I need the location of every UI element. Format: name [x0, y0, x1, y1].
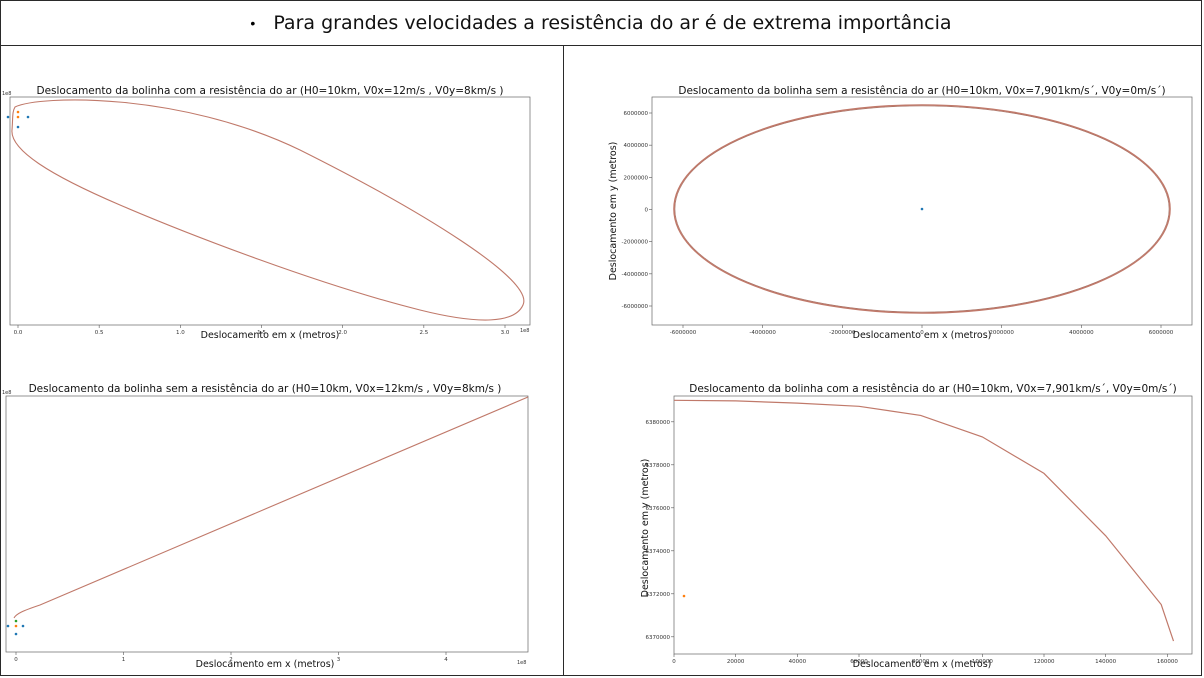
chart-4-marker — [682, 594, 686, 598]
chart-2-title: Deslocamento da bolinha sem a resistênci… — [678, 85, 1165, 97]
panel-divider — [563, 46, 564, 676]
chart-3-marker — [14, 632, 18, 636]
chart-2-xtick-label: 6000000 — [1149, 330, 1174, 336]
chart-4-xtick-label: 20000 — [727, 659, 745, 665]
chart-1-marker — [16, 110, 20, 114]
chart-3-marker — [14, 624, 18, 628]
chart-1-marker — [16, 115, 20, 119]
chart-4-frame — [673, 395, 1193, 655]
chart-3-marker — [6, 624, 10, 628]
chart-3: Deslocamento da bolinha sem a resistênci… — [2, 383, 529, 670]
chart-3-xtick-label: 3 — [337, 657, 341, 663]
chart-4-ytick-label: 6370000 — [646, 635, 671, 641]
chart-1-y-offset: 1e8 — [2, 91, 11, 97]
chart-4-xtick-label: 140000 — [1095, 659, 1116, 665]
chart-2-ytick-label: 6000000 — [624, 111, 649, 117]
chart-3-trajectory — [13, 396, 529, 619]
chart-1-xtick-label: 1.5 — [257, 330, 266, 336]
chart-4-xtick-label: 60000 — [850, 659, 868, 665]
chart-1-title: Deslocamento da bolinha com a resistênci… — [37, 85, 504, 97]
chart-4-xtick-label: 160000 — [1157, 659, 1178, 665]
chart-1-xtick-label: 0.0 — [14, 330, 23, 336]
chart-1-xtick-label: 2.0 — [338, 330, 347, 336]
chart-3-xtick-label: 0 — [14, 657, 18, 663]
chart-3-xlabel: Deslocamento em x (metros) — [196, 659, 335, 670]
chart-4-ytick-label: 6372000 — [646, 592, 671, 598]
chart-1-xtick-label: 1.0 — [176, 330, 185, 336]
chart-2-xtick-label: 0 — [920, 330, 924, 336]
chart-1-marker — [26, 115, 30, 119]
chart-1-trajectory — [11, 99, 525, 321]
chart-2-marker — [920, 207, 924, 211]
slide-title: Para grandes velocidades a resistência d… — [273, 11, 952, 34]
chart-3-xtick-label: 2 — [229, 657, 233, 663]
chart-2-ytick-label: -4000000 — [622, 272, 649, 278]
chart-2: Deslocamento da bolinha sem a resistênci… — [608, 85, 1193, 341]
chart-2-ytick-label: 4000000 — [624, 143, 649, 149]
chart-2-orbit-inner — [674, 105, 1170, 313]
chart-2-xtick-label: 2000000 — [989, 330, 1014, 336]
chart-4-ytick-label: 6374000 — [646, 549, 671, 555]
chart-4-xtick-label: 100000 — [972, 659, 993, 665]
chart-2-xlabel: Deslocamento em x (metros) — [853, 330, 992, 341]
chart-2-orbit — [673, 104, 1171, 314]
chart-4-ytick-label: 6378000 — [646, 463, 671, 469]
chart-4-xtick-label: 120000 — [1034, 659, 1055, 665]
chart-3-xtick-label: 4 — [444, 657, 448, 663]
chart-2-xtick-label: -6000000 — [670, 330, 697, 336]
chart-3-marker — [14, 619, 18, 623]
chart-4-title: Deslocamento da bolinha com a resistênci… — [689, 383, 1177, 395]
chart-3-frame — [5, 395, 529, 653]
chart-4-xlabel: Deslocamento em x (metros) — [853, 659, 992, 670]
chart-1: Deslocamento da bolinha com a resistênci… — [2, 85, 531, 341]
chart-3-title: Deslocamento da bolinha sem a resistênci… — [29, 383, 502, 395]
chart-4-ytick-label: 6380000 — [646, 420, 671, 426]
chart-3-marker — [21, 624, 25, 628]
chart-2-xtick-label: 4000000 — [1069, 330, 1094, 336]
chart-1-xtick-label: 2.5 — [419, 330, 428, 336]
chart-4: Deslocamento da bolinha com a resistênci… — [640, 383, 1193, 670]
chart-3-xtick-label: 1 — [122, 657, 126, 663]
chart-1-marker — [16, 125, 20, 129]
chart-2-ytick-label: -6000000 — [622, 304, 649, 310]
chart-4-xtick-label: 80000 — [912, 659, 930, 665]
chart-1-xlabel: Deslocamento em x (metros) — [201, 330, 340, 341]
chart-1-frame — [9, 96, 531, 326]
bullet-icon: • — [250, 14, 256, 31]
chart-2-frame — [651, 96, 1193, 326]
chart-2-xtick-label: -4000000 — [749, 330, 776, 336]
chart-1-marker — [6, 115, 10, 119]
chart-1-x-offset: 1e8 — [520, 328, 529, 334]
chart-2-ytick-label: -2000000 — [622, 240, 649, 246]
chart-3-x-offset: 1e8 — [517, 660, 526, 666]
chart-1-xtick-label: 0.5 — [95, 330, 104, 336]
chart-2-ytick-label: 2000000 — [624, 175, 649, 181]
chart-4-xtick-label: 0 — [672, 659, 676, 665]
slide-header: • Para grandes velocidades a resistência… — [0, 0, 1202, 46]
chart-2-xtick-label: -2000000 — [829, 330, 856, 336]
chart-4-trajectory — [673, 399, 1175, 642]
chart-4-xtick-label: 40000 — [789, 659, 807, 665]
chart-4-ylabel: Deslocamento em y (metros) — [640, 459, 651, 598]
chart-4-ytick-label: 6376000 — [646, 506, 671, 512]
chart-2-ytick-label: 0 — [645, 208, 649, 214]
chart-2-ylabel: Deslocamento em y (metros) — [608, 142, 619, 281]
chart-3-y-offset: 1e8 — [2, 390, 11, 396]
chart-1-xtick-label: 3.0 — [501, 330, 510, 336]
